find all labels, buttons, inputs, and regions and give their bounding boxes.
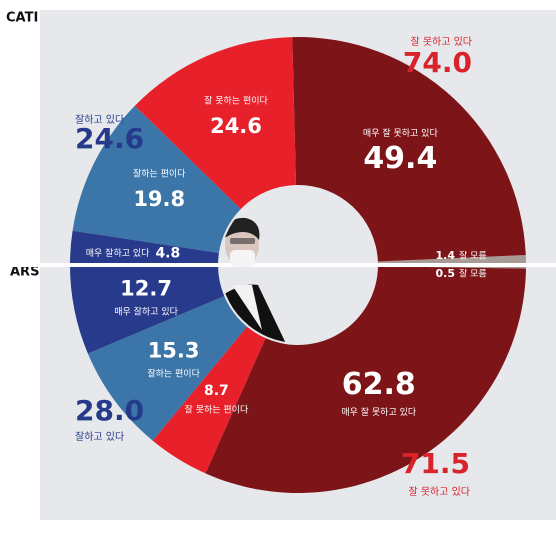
category-label: 잘 모름 (459, 268, 487, 280)
segment (70, 265, 225, 354)
summary-value: 74.0 (403, 46, 472, 79)
summary-label: 잘하고 있다 (75, 430, 124, 443)
segment (87, 296, 248, 441)
value-label: 49.4 (363, 141, 437, 176)
segment (72, 105, 241, 253)
donuts (70, 36, 526, 494)
category-label: 매우 잘 못하고 있다 (341, 406, 417, 418)
category-label: 잘 못하는 편이다 (204, 94, 268, 106)
summary-value: 71.5 (401, 447, 470, 480)
chart-title: CATI (6, 11, 38, 26)
category-label: 잘하는 편이다 (133, 167, 186, 179)
category-label: 잘 못하는 편이다 (185, 403, 249, 415)
value-label: 24.6 (210, 114, 262, 138)
segment (70, 230, 219, 265)
category-label: 매우 잘하고 있다 (114, 306, 178, 318)
segment (377, 254, 526, 265)
category-label: 잘 모름 (459, 250, 487, 262)
value-label: 8.7 (204, 383, 229, 399)
segment (205, 266, 526, 494)
segment (134, 37, 296, 210)
segment (152, 326, 266, 474)
summary-label: 잘하고 있다 (75, 113, 124, 126)
value-label: 0.5 (436, 267, 456, 280)
value-label: 4.8 (155, 245, 180, 261)
value-label: 19.8 (133, 187, 185, 211)
chart-title: ARS (10, 265, 39, 280)
value-label: 15.3 (148, 338, 200, 362)
value-label: 12.7 (120, 277, 172, 301)
segment (292, 36, 526, 262)
value-label: 62.8 (342, 367, 416, 402)
category-label: 매우 잘하고 있다 (86, 247, 150, 259)
summary-label: 잘 못하고 있다 (410, 35, 472, 48)
summary-value: 24.6 (75, 122, 144, 155)
value-label: 1.4 (436, 249, 456, 262)
summary-label: 잘 못하고 있다 (408, 485, 470, 498)
category-label: 매우 잘 못하고 있다 (363, 127, 439, 139)
category-label: 잘하는 편이다 (147, 367, 200, 379)
summary-value: 28.0 (75, 394, 144, 427)
